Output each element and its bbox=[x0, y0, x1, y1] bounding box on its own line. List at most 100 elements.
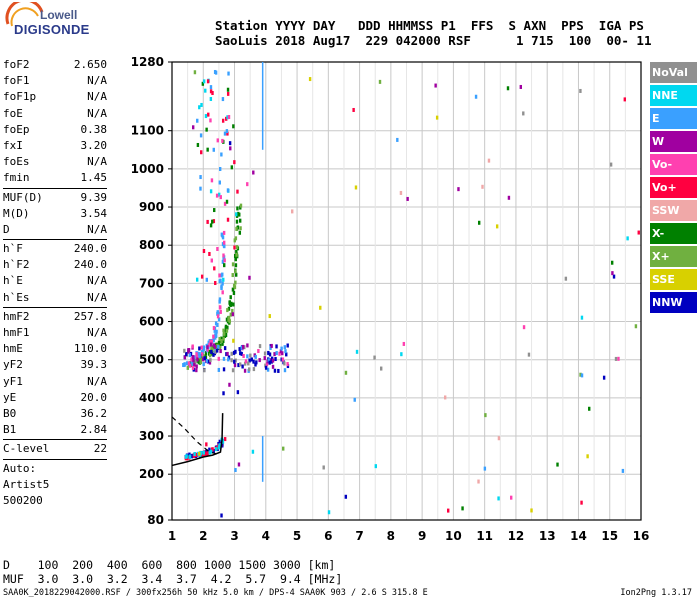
x-mode-echo bbox=[218, 345, 222, 350]
x-tick-label: 3 bbox=[230, 529, 238, 543]
f-layer-echo bbox=[214, 447, 218, 452]
noise-point bbox=[507, 195, 511, 200]
x-mode-echo bbox=[229, 312, 232, 317]
y-tick-label: 500 bbox=[139, 353, 164, 367]
logo-lowell-text: Lowell bbox=[40, 8, 78, 22]
parameter-value: 1.45 bbox=[80, 171, 108, 185]
legend-item-e: E bbox=[650, 108, 697, 129]
parameter-name: fxI bbox=[3, 138, 23, 152]
parameter-separator bbox=[3, 439, 107, 441]
x-mode-echo bbox=[235, 252, 238, 257]
muf-value-row: MUF 3.0 3.0 3.2 3.4 3.7 4.2 5.7 9.4 [MHz… bbox=[3, 572, 343, 586]
spread-f-echo bbox=[244, 359, 248, 364]
multi-hop-echo bbox=[209, 89, 213, 94]
noise-point bbox=[322, 465, 325, 470]
f-layer-echo bbox=[201, 453, 205, 458]
noise-point bbox=[228, 141, 232, 146]
multi-hop-echo bbox=[218, 166, 222, 171]
x-tick-label: 9 bbox=[418, 529, 426, 543]
spread-f-echo bbox=[281, 357, 285, 362]
f-layer-echo bbox=[208, 450, 211, 455]
o-mode-echo bbox=[222, 256, 225, 261]
multi-hop-echo bbox=[209, 96, 213, 101]
multi-hop-echo bbox=[206, 147, 209, 152]
multi-hop-echo bbox=[220, 152, 223, 157]
noise-point bbox=[609, 162, 613, 167]
noise-point bbox=[621, 468, 625, 473]
noise-point bbox=[522, 325, 526, 330]
x-mode-echo bbox=[231, 262, 235, 267]
noise-point bbox=[623, 97, 627, 102]
spread-f-echo bbox=[194, 359, 198, 364]
parameter-value: 0.38 bbox=[80, 122, 108, 136]
parameter-name: foF1 bbox=[3, 74, 30, 88]
noise-point bbox=[378, 79, 382, 84]
parameter-name: h`F bbox=[3, 242, 23, 256]
x-mode-echo bbox=[235, 245, 239, 250]
noise-point bbox=[355, 349, 359, 354]
o-mode-echo bbox=[218, 279, 221, 284]
parameter-value: N/A bbox=[87, 326, 107, 339]
muf-distance-row: D 100 200 400 600 800 1000 1500 3000 [km… bbox=[3, 558, 336, 572]
multi-hop-echo bbox=[221, 97, 225, 102]
x-tick-label: 7 bbox=[355, 529, 363, 543]
parameter-name: yF2 bbox=[3, 358, 23, 372]
parameter-value: N/A bbox=[87, 274, 107, 288]
multi-hop-echo bbox=[196, 118, 199, 123]
spread-f-echo bbox=[191, 365, 195, 370]
noise-point bbox=[474, 94, 478, 99]
f-layer-echo bbox=[195, 453, 198, 458]
multi-hop-echo bbox=[225, 199, 229, 204]
multi-hop-echo bbox=[209, 223, 213, 228]
x-mode-echo bbox=[218, 336, 221, 341]
spread-f-echo bbox=[254, 362, 257, 367]
noise-point bbox=[235, 212, 238, 217]
multi-hop-echo bbox=[212, 147, 215, 152]
spread-f-echo bbox=[198, 346, 201, 351]
noise-point bbox=[406, 196, 409, 201]
spread-f-echo bbox=[283, 368, 287, 373]
o-mode-echo bbox=[212, 334, 215, 339]
header-values: SaoLuis 2018 Aug17 229 042000 RSF 1 715 … bbox=[215, 33, 652, 48]
x-mode-echo bbox=[226, 325, 229, 330]
x-mode-echo bbox=[234, 269, 237, 274]
noise-point bbox=[248, 275, 251, 280]
parameter-value: 2.84 bbox=[80, 423, 108, 437]
noise-point bbox=[612, 274, 616, 279]
spread-f-echo bbox=[231, 368, 235, 373]
o-mode-echo bbox=[218, 297, 222, 302]
noise-point bbox=[506, 86, 510, 91]
noise-point bbox=[199, 175, 202, 180]
multi-hop-echo bbox=[226, 87, 230, 92]
spread-f-echo bbox=[217, 356, 220, 361]
noise-point bbox=[402, 341, 406, 346]
x-mode-echo bbox=[186, 365, 190, 370]
noise-point bbox=[327, 510, 331, 515]
spread-f-echo bbox=[203, 368, 206, 373]
multi-hop-echo bbox=[225, 116, 228, 121]
parameter-name: B1 bbox=[3, 423, 17, 437]
legend-item-xplus: X+ bbox=[650, 246, 697, 267]
parameter-row: B0 36.2 bbox=[3, 406, 107, 422]
spread-f-echo bbox=[240, 345, 243, 350]
f-layer-echo bbox=[218, 443, 221, 448]
o-mode-echo bbox=[222, 240, 226, 245]
f-layer-echo bbox=[211, 447, 214, 452]
x-mode-echo bbox=[208, 353, 212, 358]
parameter-row: hmF1 N/A bbox=[3, 325, 107, 341]
noise-point bbox=[222, 391, 225, 396]
legend-item-vominus: Vo- bbox=[650, 154, 697, 175]
legend-item-sse: SSE bbox=[650, 269, 697, 290]
multi-hop-echo bbox=[196, 142, 200, 147]
spread-f-echo bbox=[241, 344, 245, 349]
noise-point bbox=[497, 496, 500, 501]
o-mode-echo bbox=[216, 323, 219, 328]
spread-f-echo bbox=[195, 354, 199, 359]
y-tick-label: 300 bbox=[139, 429, 164, 443]
x-mode-echo bbox=[224, 332, 228, 337]
spread-f-echo bbox=[279, 349, 283, 354]
noise-point bbox=[580, 500, 583, 505]
x-mode-echo bbox=[222, 328, 225, 333]
spread-f-echo bbox=[265, 362, 269, 367]
multi-hop-echo bbox=[227, 71, 230, 76]
